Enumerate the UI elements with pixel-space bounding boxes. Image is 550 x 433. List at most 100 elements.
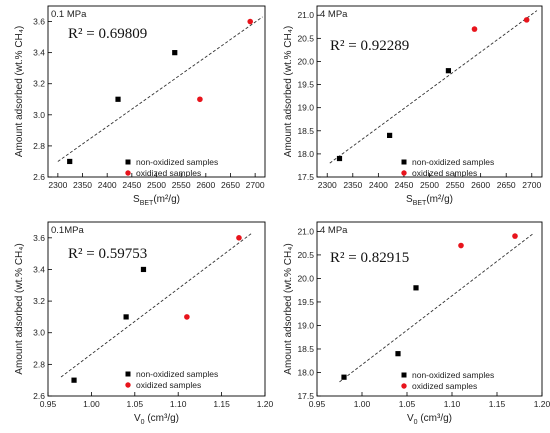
x-tick-label: 2350 bbox=[343, 180, 362, 190]
data-point-square bbox=[336, 155, 343, 162]
y-tick-label: 2.8 bbox=[33, 359, 45, 369]
plot-frame bbox=[316, 221, 543, 397]
x-axis-label: SBET(m²/g) bbox=[406, 194, 453, 207]
r-squared-label: R² = 0.69809 bbox=[68, 26, 147, 42]
x-tick-label: 1.15 bbox=[489, 399, 506, 409]
chart-panel-2: 2300 2350 2400 2450 2500 2550 2600 2650 2700 17.5… bbox=[283, 5, 543, 207]
y-tick-label: 2.8 bbox=[33, 141, 45, 151]
r-squared-label: R² = 0.82915 bbox=[330, 250, 409, 266]
data-point-circle bbox=[197, 96, 203, 103]
y-axis-label: Amount adsorbed (wt.% CH₄) bbox=[283, 243, 294, 374]
data-point-circle bbox=[523, 17, 530, 23]
x-axis-label-unit: (cm³/g) bbox=[418, 413, 452, 424]
legend-label: oxidized samples bbox=[136, 380, 201, 390]
legend-marker-square bbox=[401, 372, 407, 378]
legend-marker-circle bbox=[401, 383, 407, 389]
x-tick-label: 2700 bbox=[522, 180, 541, 190]
y-tick-label: 3.0 bbox=[33, 110, 45, 120]
data-point-circle bbox=[247, 18, 254, 25]
data-point-circle bbox=[512, 233, 518, 239]
x-tick-label: 2350 bbox=[73, 180, 92, 190]
trendline bbox=[329, 10, 538, 164]
y-tick-label: 18.0 bbox=[297, 149, 314, 159]
x-axis-label-main: V bbox=[134, 413, 141, 424]
data-point-circle bbox=[471, 26, 478, 32]
x-axis-label-main: S bbox=[133, 194, 140, 205]
x-tick-label: 1.15 bbox=[213, 399, 230, 409]
legend-marker-square bbox=[401, 159, 407, 165]
x-tick-label: 2500 bbox=[147, 180, 166, 190]
data-point-circle bbox=[458, 242, 464, 249]
y-tick-label: 3.0 bbox=[33, 328, 45, 338]
x-tick-label: 2400 bbox=[369, 180, 388, 190]
legend-label: non-oxidized samples bbox=[412, 157, 494, 167]
x-tick-label: 2300 bbox=[318, 180, 337, 190]
y-tick-label: 2.6 bbox=[33, 391, 45, 401]
x-tick-label: 2600 bbox=[196, 180, 215, 190]
legend-label: non-oxidized samples bbox=[412, 370, 494, 380]
legend-label: non-oxidized samples bbox=[136, 157, 218, 167]
x-tick-label: 2300 bbox=[48, 180, 67, 190]
legend-marker-circle bbox=[125, 170, 131, 176]
x-tick-label: 1.00 bbox=[354, 399, 371, 409]
r-squared-label: R² = 0.92289 bbox=[330, 38, 409, 54]
x-tick-label: 2450 bbox=[394, 180, 413, 190]
pressure-label: 4 MPa bbox=[320, 9, 348, 20]
legend-marker-square bbox=[125, 371, 131, 377]
x-tick-label: 2500 bbox=[420, 180, 439, 190]
pressure-label: 0.1MPa bbox=[51, 225, 84, 236]
y-tick-label: 18.0 bbox=[297, 367, 314, 377]
x-axis-label-unit: (cm³/g) bbox=[145, 413, 179, 424]
x-axis-label-sub: 0 bbox=[414, 419, 418, 426]
data-point-square bbox=[341, 374, 347, 380]
plot-frame bbox=[47, 221, 266, 397]
y-axis-label: Amount adsorbed (wt.% CH₄) bbox=[14, 26, 25, 157]
trendline bbox=[57, 16, 263, 162]
y-tick-label: 18.5 bbox=[297, 126, 314, 136]
x-tick-label: 2550 bbox=[172, 180, 191, 190]
x-tick-label: 1.05 bbox=[127, 399, 144, 409]
legend-marker-circle bbox=[125, 382, 131, 388]
legend-label: oxidized samples bbox=[412, 381, 477, 391]
x-tick-label: 1.10 bbox=[170, 399, 187, 409]
x-axis-label-sub: BET bbox=[140, 200, 154, 207]
y-tick-label: 3.4 bbox=[33, 48, 45, 58]
y-axis-label: Amount adsorbed (wt.% CH₄) bbox=[283, 26, 294, 157]
data-point-square bbox=[395, 351, 401, 357]
pressure-label: 4 MPa bbox=[320, 225, 348, 236]
x-axis-label-main: V bbox=[407, 413, 414, 424]
data-point-square bbox=[123, 314, 129, 320]
data-point-square bbox=[387, 132, 393, 139]
y-tick-label: 3.2 bbox=[33, 79, 45, 89]
y-tick-label: 2.6 bbox=[33, 172, 45, 182]
x-axis-label-unit: (m²/g) bbox=[426, 194, 453, 205]
x-axis-label-main: S bbox=[406, 194, 413, 205]
x-axis-label: V0 (cm³/g) bbox=[134, 413, 179, 426]
data-point-square bbox=[172, 50, 178, 56]
x-axis-label-sub: 0 bbox=[141, 419, 145, 426]
pressure-label: 0.1 MPa bbox=[51, 9, 87, 20]
y-tick-label: 19.5 bbox=[297, 297, 314, 307]
data-point-circle bbox=[236, 235, 242, 241]
legend-marker-square bbox=[125, 159, 131, 165]
y-tick-label: 21.0 bbox=[297, 226, 314, 236]
y-tick-label: 17.5 bbox=[297, 172, 314, 182]
data-point-square bbox=[115, 96, 121, 102]
x-tick-label: 0.95 bbox=[40, 399, 57, 409]
x-tick-label: 2400 bbox=[98, 180, 117, 190]
trendline bbox=[339, 233, 534, 383]
r-squared-label: R² = 0.59753 bbox=[68, 246, 147, 262]
legend-label: oxidized samples bbox=[412, 168, 477, 178]
x-axis-label: SBET(m²/g) bbox=[133, 194, 180, 207]
legend-label: non-oxidized samples bbox=[136, 369, 218, 379]
x-tick-label: 1.10 bbox=[444, 399, 461, 409]
y-tick-label: 3.2 bbox=[33, 296, 45, 306]
data-point-square bbox=[445, 68, 452, 74]
x-axis-label-unit: (m²/g) bbox=[153, 194, 180, 205]
data-point-square bbox=[67, 158, 73, 165]
legend-label: oxidized samples bbox=[136, 168, 201, 178]
data-point-square bbox=[71, 377, 77, 383]
x-tick-label: 1.05 bbox=[399, 399, 416, 409]
x-tick-label: 1.00 bbox=[83, 399, 100, 409]
